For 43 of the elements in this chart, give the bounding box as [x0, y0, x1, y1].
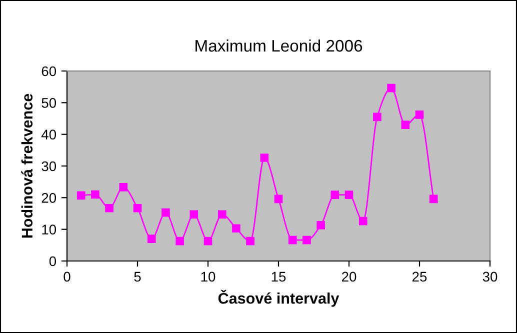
y-tick-label: 50 [42, 98, 56, 108]
point [246, 236, 254, 246]
point [373, 112, 382, 122]
point [147, 234, 156, 243]
y-axis-title: Hodinová frekvence [21, 94, 33, 238]
point [302, 236, 311, 244]
point [105, 204, 114, 212]
y-tick-label: 60 [42, 66, 56, 76]
x-tick-label: 0 [64, 272, 70, 282]
point [387, 84, 396, 92]
x-tick-label: 5 [134, 272, 141, 282]
point [260, 154, 269, 162]
y-tick-label: 30 [42, 161, 56, 172]
point [218, 210, 226, 219]
chart-title: Maximum Leonid 2006 [196, 39, 362, 52]
point [274, 194, 283, 204]
y-tick-label: 40 [41, 130, 56, 140]
point [358, 216, 368, 226]
point [316, 221, 325, 230]
point [91, 190, 100, 199]
x-tick-label: 10 [201, 272, 216, 282]
point [162, 208, 170, 217]
x-tick-label: 25 [412, 272, 427, 282]
y-tick-label: 10 [42, 224, 56, 235]
x-tick-label: 30 [482, 272, 498, 282]
y-tick-label: 20 [42, 193, 56, 203]
point [76, 191, 86, 200]
point [344, 190, 354, 199]
point [232, 224, 240, 233]
point [330, 190, 340, 199]
y-tick-label: 0 [49, 256, 56, 266]
x-axis-title: Časové intervaly [218, 290, 340, 307]
point [415, 110, 424, 119]
point [401, 120, 410, 129]
x-tick-label: 20 [342, 272, 356, 282]
x-tick-label: 15 [272, 272, 286, 282]
point [204, 236, 212, 246]
point [176, 236, 184, 246]
point [133, 204, 142, 212]
point [429, 194, 438, 204]
point [190, 210, 198, 219]
point [288, 236, 297, 244]
point [119, 183, 128, 192]
